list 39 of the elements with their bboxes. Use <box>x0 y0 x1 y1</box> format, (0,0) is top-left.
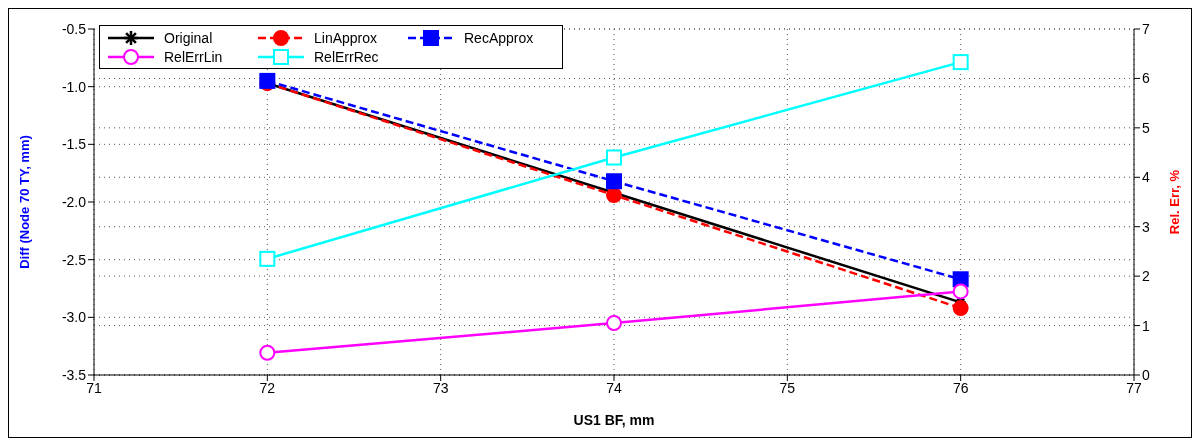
point <box>952 283 969 300</box>
point <box>606 149 622 166</box>
x-tick-label: 77 <box>1126 379 1142 396</box>
y2-tick-label: 1 <box>1142 317 1150 334</box>
x-tick-label: 73 <box>432 379 449 396</box>
x-axis-title: US1 BF, mm <box>573 412 655 428</box>
legend-label: LinApprox <box>314 29 378 46</box>
y-axis-title: Diff (Node 70 TY, mm) <box>16 135 32 269</box>
point <box>259 250 276 267</box>
y-tick-label: -1.0 <box>61 78 87 95</box>
point <box>606 173 622 190</box>
x-tick-label: 74 <box>606 379 622 396</box>
x-tick-label: 72 <box>259 379 276 396</box>
y2-tick-label: 5 <box>1142 119 1150 136</box>
y-tick-label: -3.0 <box>61 309 87 326</box>
x-tick-label: 76 <box>952 379 969 396</box>
y-tick-label: -3.5 <box>61 366 87 383</box>
y2-tick-label: 7 <box>1142 20 1150 37</box>
y2-tick-label: 0 <box>1142 366 1150 383</box>
legend-label: RelErrLin <box>164 48 223 65</box>
point <box>259 344 276 361</box>
y-tick-label: -2.5 <box>61 251 87 268</box>
point <box>952 300 969 317</box>
x-tick-label: 71 <box>86 379 102 396</box>
legend-label: Original <box>164 29 213 46</box>
y2-tick-label: 3 <box>1142 218 1150 235</box>
y-tick-label: -2.0 <box>61 193 87 210</box>
point <box>606 187 622 204</box>
point <box>952 54 969 71</box>
point <box>606 315 622 332</box>
y-tick-label: -1.5 <box>61 136 87 153</box>
y2-tick-label: 4 <box>1142 169 1150 186</box>
legend-label: RelErrRec <box>314 48 379 65</box>
y2-tick-label: 2 <box>1142 268 1150 285</box>
y2-axis-title: Rel. Err, % <box>1166 169 1182 235</box>
y-tick-label: -0.5 <box>61 20 87 37</box>
legend-label: RecApprox <box>464 29 534 46</box>
y2-tick-label: 6 <box>1142 70 1150 87</box>
x-tick-label: 75 <box>779 379 796 396</box>
